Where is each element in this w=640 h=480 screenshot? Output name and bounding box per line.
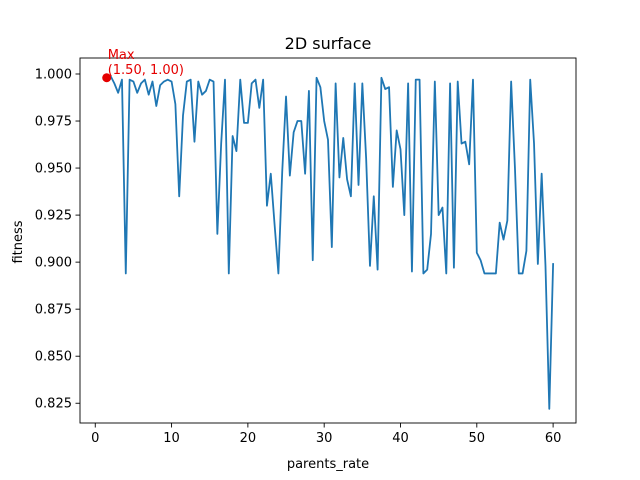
x-tick-label: 50 <box>469 431 486 446</box>
x-tick-label: 30 <box>316 431 333 446</box>
series-line-0 <box>105 74 555 410</box>
chart-title: 2D surface <box>285 34 372 53</box>
y-tick-label: 0.850 <box>35 350 72 365</box>
x-tick-label: 60 <box>545 431 562 446</box>
plot-background <box>80 58 576 423</box>
plot-area <box>79 57 577 424</box>
x-tick-label: 0 <box>91 431 99 446</box>
y-tick-label: 0.875 <box>35 303 72 318</box>
annotation-layer: Max(1.50, 1.00) <box>102 48 184 83</box>
y-tick-label: 0.975 <box>35 115 72 130</box>
x-tick-label: 40 <box>392 431 409 446</box>
x-axis-label: parents_rate <box>287 457 369 472</box>
y-axis-ticks: 0.825 0.850 0.875 0.900 0.925 0.950 0.975 1.000 <box>35 67 80 412</box>
x-tick-label: 10 <box>163 431 180 446</box>
y-tick-label: 0.925 <box>35 209 72 224</box>
y-tick-label: 0.950 <box>35 162 72 177</box>
max-point-marker <box>102 73 112 83</box>
y-tick-label: 1.000 <box>35 67 72 82</box>
max-point-label: Max <box>108 48 135 63</box>
y-tick-label: 0.825 <box>35 397 72 412</box>
max-point-label: (1.50, 1.00) <box>108 63 184 78</box>
axes-frame <box>79 57 577 424</box>
x-tick-label: 20 <box>240 431 257 446</box>
x-axis-ticks: 0 10 20 30 40 50 60 <box>91 423 561 446</box>
y-tick-label: 0.900 <box>35 256 72 271</box>
y-axis-label: fitness <box>11 220 26 263</box>
